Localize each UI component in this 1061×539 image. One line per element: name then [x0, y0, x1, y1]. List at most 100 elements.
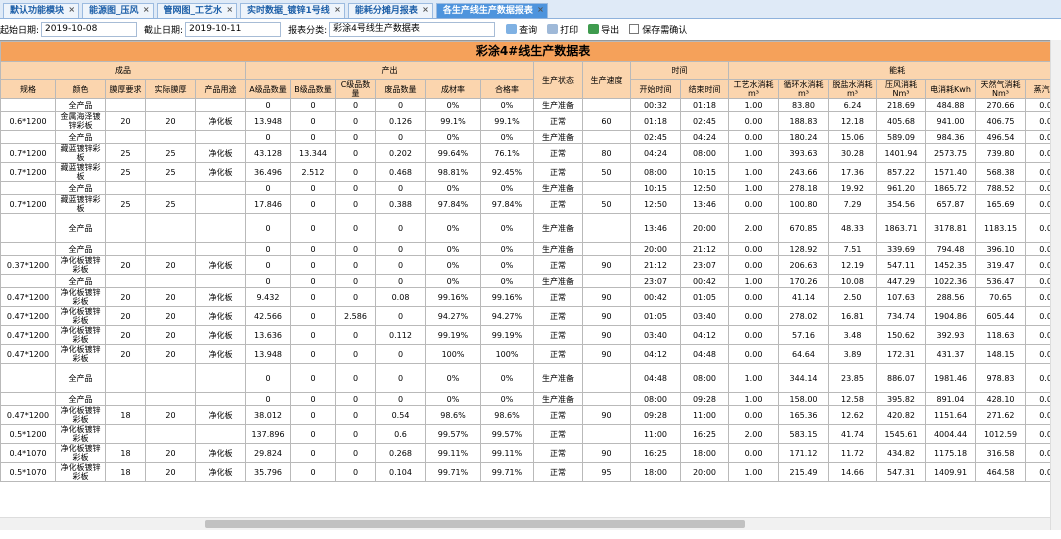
group-header: 产出	[245, 61, 534, 80]
start-date-input[interactable]: 2019-10-08	[41, 21, 138, 37]
cell	[195, 392, 246, 406]
tab[interactable]: 默认功能模块 ×	[3, 3, 80, 18]
cell: 886.07	[876, 363, 926, 393]
cell: 0.0	[1024, 130, 1050, 144]
cell: 392.93	[925, 325, 976, 345]
cell: 148.15	[975, 344, 1026, 364]
tab[interactable]: 管网图_工艺水 ×	[156, 3, 238, 18]
cell	[145, 424, 196, 444]
cell	[195, 424, 246, 444]
cell: 0	[290, 462, 336, 482]
data-row: 0.7*1200 藏蓝镀锌彩板 25 25 净化板 36.496 2.512 0 0.468 98…	[0, 162, 1050, 182]
cell: 98.81%	[425, 162, 481, 182]
cell: 319.47	[975, 255, 1026, 275]
cell: 12:50	[630, 194, 681, 214]
tab[interactable]: 各生产线生产数据报表 ×	[435, 3, 548, 18]
cell: 76.1%	[480, 143, 534, 163]
tab[interactable]: 实时数据_镀锌1号线 ×	[240, 3, 345, 18]
end-label: 截止日期:	[144, 25, 184, 36]
confirm-checkbox[interactable]: 保存需确认	[627, 23, 689, 36]
column-header: 结束时间	[680, 79, 729, 99]
cell: 15.06	[828, 130, 877, 144]
cell: 20	[105, 255, 146, 275]
cell: 20	[145, 306, 196, 326]
cell: 净化板	[195, 287, 246, 307]
column-header-row: 规格 颜色 膜厚要求 实际膜厚 产品用途 A级品数量 B级品数量 C级品数量 废品数量 成材率 合格…	[0, 79, 1050, 99]
cell: 128.92	[778, 242, 829, 256]
tab-close[interactable]: ×	[422, 5, 429, 14]
cell: 09:28	[630, 405, 681, 425]
cell: 70.65	[975, 287, 1026, 307]
tab-label: 各生产线生产数据报表	[442, 6, 533, 16]
tab-close[interactable]: ×	[68, 5, 76, 14]
export-button[interactable]: 导出	[586, 23, 621, 36]
cell: 正常	[533, 462, 583, 482]
cell: 0	[290, 255, 336, 275]
cell: 藏蓝镀锌彩板	[55, 194, 106, 214]
cell: 547.31	[876, 462, 926, 482]
cell: 9.432	[245, 287, 291, 307]
cell: 21:12	[630, 255, 681, 275]
cell: 0	[335, 130, 376, 144]
query-button[interactable]: 查询	[504, 23, 539, 36]
cell: 0	[375, 274, 426, 288]
cell: 0.0	[1024, 405, 1050, 425]
cell: 0	[290, 274, 336, 288]
cell: 生产准备	[533, 242, 583, 256]
cell: 0.47*1200	[0, 287, 56, 307]
cell: 0%	[480, 98, 534, 112]
group-header: 能耗	[727, 61, 1050, 80]
cell	[145, 130, 196, 144]
cell: 547.11	[876, 255, 926, 275]
cell: 1151.64	[925, 405, 976, 425]
cell: 1.00	[728, 363, 779, 393]
cell: 64.64	[778, 344, 829, 364]
cell: 20:00	[680, 213, 729, 243]
cell: 118.63	[975, 325, 1026, 345]
cell: 20	[105, 325, 146, 345]
cell	[105, 392, 146, 406]
cell: 08:00	[680, 363, 729, 393]
cell: 25	[145, 143, 196, 163]
data-table: 彩涂4#线生产数据表 成品 产出 生产状态 生产速度 时间 能耗 规格 颜色 膜厚要求 实际膜厚 产品…	[0, 41, 1050, 482]
cell: 7.29	[828, 194, 877, 214]
cell: 1863.71	[876, 213, 926, 243]
print-button[interactable]: 打印	[545, 23, 580, 36]
cell: 0	[335, 392, 376, 406]
cell: 0	[245, 363, 291, 393]
cell: 17.846	[245, 194, 291, 214]
tab-close[interactable]: ×	[537, 5, 544, 14]
cell: 396.10	[975, 242, 1026, 256]
cell: 03:40	[680, 306, 729, 326]
icon	[588, 24, 600, 34]
vertical-scrollbar[interactable]	[1050, 40, 1061, 530]
end-date-input[interactable]: 2019-10-11	[185, 21, 282, 37]
tab-label: 能源图_压风	[89, 6, 139, 16]
cell: 01:05	[680, 287, 729, 307]
tab[interactable]: 能耗分摊月报表 ×	[347, 3, 433, 18]
category-select[interactable]: 彩涂4号线生产数据表	[329, 21, 496, 37]
cell: 25	[145, 162, 196, 182]
cell: 0	[375, 213, 426, 243]
tab-close[interactable]: ×	[226, 5, 234, 14]
tab[interactable]: 能源图_压风 ×	[82, 3, 154, 18]
cell: 3.48	[828, 325, 877, 345]
tab-close[interactable]: ×	[142, 5, 150, 14]
cell: 0	[335, 242, 376, 256]
group-header: 生产速度	[582, 61, 631, 99]
cell: 0.0	[1024, 181, 1050, 195]
column-header: 循环水消耗m³	[778, 79, 829, 99]
cell: 0	[290, 181, 336, 195]
cell: 36.496	[245, 162, 291, 182]
cell: 0%	[425, 130, 481, 144]
scroll-thumb[interactable]	[205, 520, 745, 528]
cell: 01:18	[680, 98, 729, 112]
cell: 净化板	[195, 255, 246, 275]
tab-close[interactable]: ×	[334, 5, 341, 14]
cell: 藏蓝镀锌彩板	[55, 162, 106, 182]
data-row: 全产品 0 0 0 0 0% 0% 生产准备 00:32 01:18 1.00 83.80 6.24 21…	[0, 98, 1050, 112]
cell: 正常	[533, 111, 583, 131]
horizontal-scrollbar[interactable]	[0, 517, 1050, 530]
cell	[0, 242, 56, 256]
cell: 08:00	[680, 143, 729, 163]
